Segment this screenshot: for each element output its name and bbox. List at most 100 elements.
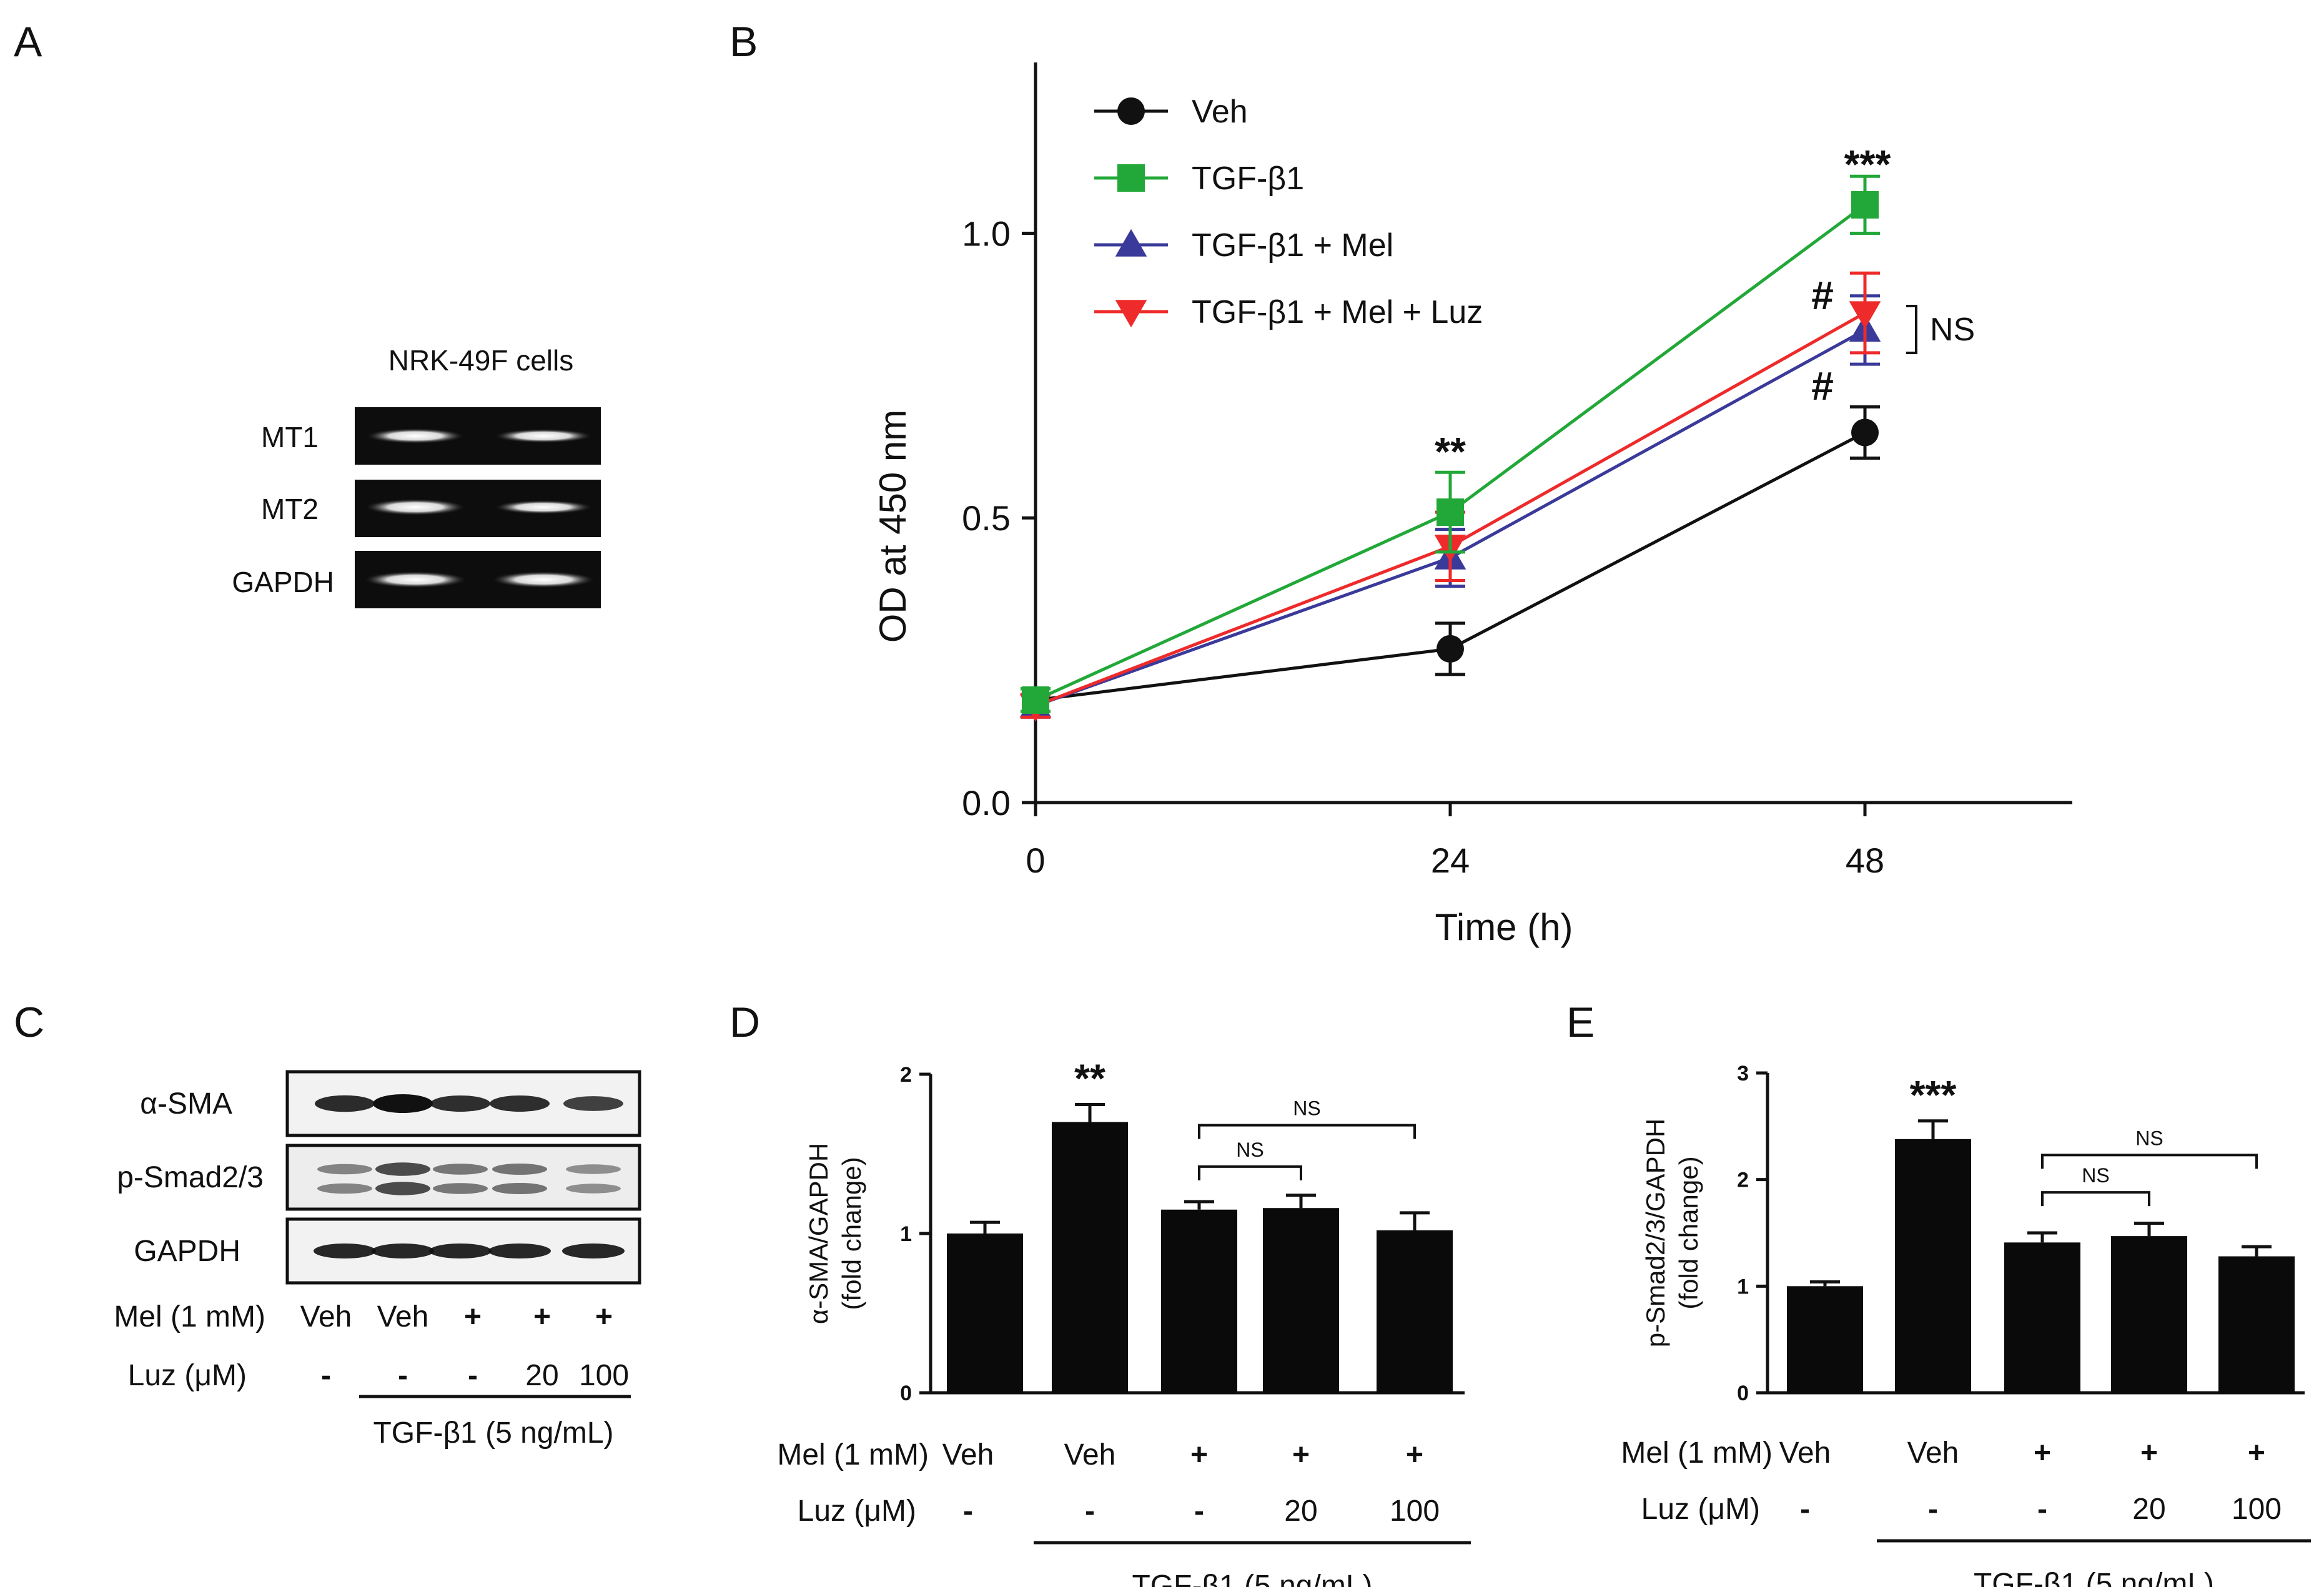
- wb-row-label-gapdh: GAPDH: [134, 1235, 240, 1268]
- b-ns-bracket: [1906, 305, 1917, 354]
- panel-c-letter: C: [14, 999, 44, 1046]
- d-bar: [1263, 1208, 1339, 1393]
- wb-band-gapdh: [562, 1243, 625, 1258]
- d-bar: [1377, 1230, 1453, 1393]
- b-x-axis-title: Time (h): [1435, 906, 1573, 948]
- e-luz-value: -: [2037, 1493, 2047, 1526]
- b-point-series-0: [1851, 418, 1879, 447]
- b-x-tick-label: 24: [1431, 841, 1470, 880]
- panel-c-western-blot: C α-SMA p-Smad2/3 GAPDH Mel (1 mM) Luz (…: [14, 999, 641, 1450]
- gel-row-label-mt2: MT2: [261, 493, 319, 525]
- d-mel-label: Mel (1 mM): [777, 1438, 929, 1471]
- d-bar: [1052, 1122, 1128, 1393]
- e-y-tick-label: 2: [1737, 1169, 1749, 1192]
- c-luz-label: Luz (μM): [128, 1359, 247, 1392]
- e-bar: [2004, 1242, 2080, 1393]
- d-ns-bracket: [1198, 1165, 1302, 1180]
- wb-bands: [314, 1094, 625, 1258]
- b-y-tick-label: 0.5: [962, 498, 1011, 538]
- panel-b-letter: B: [729, 18, 758, 66]
- b-legend-label: TGF-β1 + Mel + Luz: [1192, 294, 1483, 330]
- b-point-series-3: [1849, 301, 1881, 329]
- d-y-tick-label: 0: [900, 1382, 912, 1405]
- e-bar: [2111, 1236, 2187, 1393]
- b-point-series-0: [1436, 635, 1464, 663]
- wb-band-asma: [373, 1094, 433, 1113]
- b-annotation-hash-lower: #: [1811, 363, 1834, 408]
- d-luz-label: Luz (μM): [798, 1495, 916, 1528]
- e-y-tick-label: 1: [1737, 1275, 1749, 1298]
- b-y-tick-label: 0.0: [962, 783, 1011, 823]
- d-y-tick-label: 1: [900, 1222, 912, 1246]
- c-mel-value: Veh: [300, 1300, 352, 1333]
- gel-band: [495, 500, 592, 514]
- d-ns-label: NS: [1236, 1139, 1263, 1161]
- b-point-series-1: [1022, 686, 1049, 714]
- e-mel-label: Mel (1 mM): [1621, 1436, 1773, 1470]
- wb-band-psmad-lower: [375, 1182, 430, 1195]
- d-chart: 0 1 2 α-SMA/GAPDH (fold change) ** NS NS Mel (1 …: [777, 1056, 1471, 1587]
- d-mel-value: Veh: [1064, 1438, 1116, 1471]
- wb-row-label-asma: α-SMA: [140, 1087, 232, 1120]
- d-mel-value: +: [1292, 1438, 1310, 1471]
- e-mel-value: +: [2140, 1436, 2158, 1470]
- gel-band: [364, 571, 467, 588]
- e-luz-value: 20: [2132, 1493, 2165, 1526]
- c-mel-label: Mel (1 mM): [114, 1300, 265, 1333]
- e-ns-label: NS: [2135, 1127, 2163, 1149]
- b-legend-label: TGF-β1: [1192, 161, 1304, 197]
- b-annotation-hash-upper: #: [1811, 273, 1834, 318]
- e-ns-bracket: [2041, 1191, 2150, 1207]
- c-luz-value: -: [398, 1359, 408, 1392]
- wb-band-psmad-upper: [566, 1164, 621, 1174]
- e-ns-bracket: [2041, 1154, 2258, 1169]
- e-bar: [1895, 1139, 1971, 1393]
- b-legend-marker: [1115, 229, 1147, 257]
- panel-a: A NRK-49F cells MT1 MT2 GAPDH: [14, 18, 601, 608]
- d-y-axis-subtitle: (fold change): [837, 1157, 866, 1310]
- c-luz-value: 20: [525, 1359, 558, 1392]
- d-luz-value: 100: [1390, 1495, 1440, 1528]
- b-ns-label: NS: [1930, 312, 1975, 348]
- panel-e-letter: E: [1566, 999, 1595, 1046]
- b-x-tick-label: 48: [1846, 841, 1884, 880]
- d-y-tick-label: 2: [900, 1063, 912, 1087]
- wb-band-asma: [430, 1095, 490, 1112]
- e-ns-label: NS: [2082, 1164, 2109, 1187]
- wb-band-psmad-lower: [317, 1183, 372, 1194]
- wb-band-psmad-upper: [492, 1164, 547, 1175]
- gel-band: [367, 428, 464, 443]
- b-series: [1019, 174, 1881, 722]
- wb-band-gapdh: [372, 1243, 434, 1258]
- c-mel-value: +: [595, 1300, 613, 1333]
- e-bar: [1787, 1286, 1863, 1393]
- e-mel-value: Veh: [1779, 1436, 1831, 1470]
- b-annotation-48h-top: ***: [1844, 142, 1891, 187]
- gel-band: [492, 571, 595, 588]
- c-mel-value: +: [533, 1300, 551, 1333]
- e-chart: 0 1 2 3 p-Smad2/3/GAPDH (fold change) *** NS NS M…: [1621, 1062, 2311, 1587]
- b-annotation-24h: **: [1435, 429, 1466, 474]
- panel-e-bar-chart: E 0 1 2 3 p-Smad2/3/GAPDH (fold change) *** NS N…: [1566, 999, 2311, 1587]
- c-luz-value: 100: [579, 1359, 629, 1392]
- b-y-axis-title: OD at 450 nm: [872, 410, 914, 643]
- gel-row-label-gapdh: GAPDH: [232, 566, 334, 598]
- e-luz-value: -: [1928, 1493, 1938, 1526]
- c-luz-value: -: [468, 1359, 478, 1392]
- d-luz-value: -: [1194, 1495, 1204, 1528]
- gel-band: [495, 429, 592, 443]
- wb-band-psmad-upper: [375, 1162, 430, 1176]
- d-bar: [947, 1234, 1023, 1393]
- wb-band-asma: [315, 1095, 375, 1112]
- panel-a-letter: A: [14, 18, 42, 66]
- d-bar: [1161, 1209, 1237, 1393]
- e-significance: ***: [1910, 1072, 1957, 1117]
- wb-band-psmad-lower: [492, 1183, 547, 1194]
- d-significance: **: [1074, 1056, 1105, 1100]
- e-luz-value: 100: [2232, 1493, 2282, 1526]
- e-luz-label: Luz (μM): [1641, 1493, 1760, 1526]
- e-y-tick-label: 0: [1737, 1382, 1749, 1405]
- c-mel-value: Veh: [377, 1300, 429, 1333]
- d-mel-value: +: [1406, 1438, 1423, 1471]
- c-mel-value: +: [464, 1300, 482, 1333]
